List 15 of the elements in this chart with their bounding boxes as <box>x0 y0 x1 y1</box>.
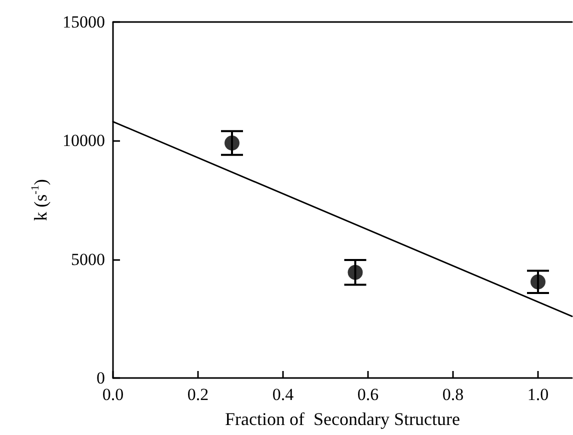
y-tick-label: 5000 <box>71 250 105 269</box>
point <box>348 264 363 280</box>
x-axis-title: Fraction of Secondary Structure <box>225 409 460 429</box>
y-tick-label: 10000 <box>62 131 105 150</box>
point <box>224 136 240 151</box>
x-tick-label: 0.6 <box>357 385 379 404</box>
y-tick-label: 15000 <box>62 12 105 32</box>
x-tick-label: 0.0 <box>102 385 124 404</box>
x-tick-label: 0.2 <box>187 385 209 404</box>
x-tick-label: 0.8 <box>442 385 464 404</box>
x-tick-label: 1.0 <box>527 385 549 404</box>
point <box>530 274 546 290</box>
y-axis-title: k (s-1) <box>30 179 50 221</box>
y-tick-label: 0 <box>96 368 105 388</box>
x-tick-label: 0.4 <box>272 385 294 404</box>
